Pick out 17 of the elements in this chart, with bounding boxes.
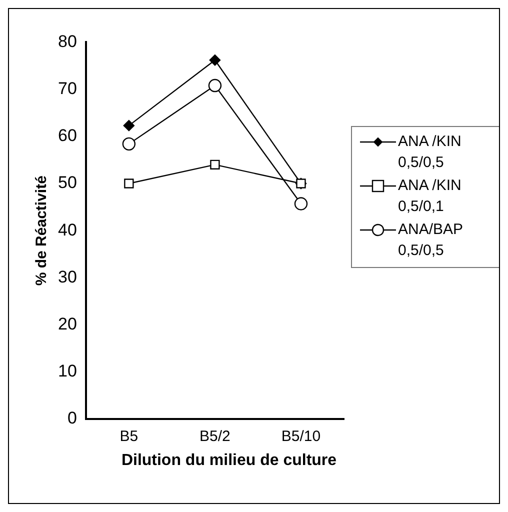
- y-tick-label: 0: [67, 408, 77, 428]
- legend-label: ANA /KIN 0,5/0,5: [398, 132, 462, 173]
- y-tick-label: 60: [58, 126, 77, 146]
- y-tick-label: 30: [58, 267, 77, 286]
- x-tick-label: B5: [120, 428, 138, 446]
- legend-label: ANA/BAP 0,5/0,5: [398, 220, 464, 261]
- y-tick-label: 20: [58, 314, 77, 334]
- y-tick-label: 70: [58, 78, 77, 98]
- y-tick-label: 50: [58, 173, 77, 192]
- y-tick-label: 80: [58, 32, 77, 51]
- x-axis-title: Dilution du milieu de culture: [120, 451, 338, 471]
- x-tick-label: B5/2: [200, 428, 230, 446]
- x-tick-label: B5/10: [281, 428, 321, 446]
- y-axis-title: % de Réactivité: [33, 176, 50, 286]
- y-tick-label: 40: [58, 220, 77, 240]
- y-tick-label: 10: [58, 362, 77, 381]
- legend-label: ANA /KIN 0,5/0,1: [398, 176, 462, 217]
